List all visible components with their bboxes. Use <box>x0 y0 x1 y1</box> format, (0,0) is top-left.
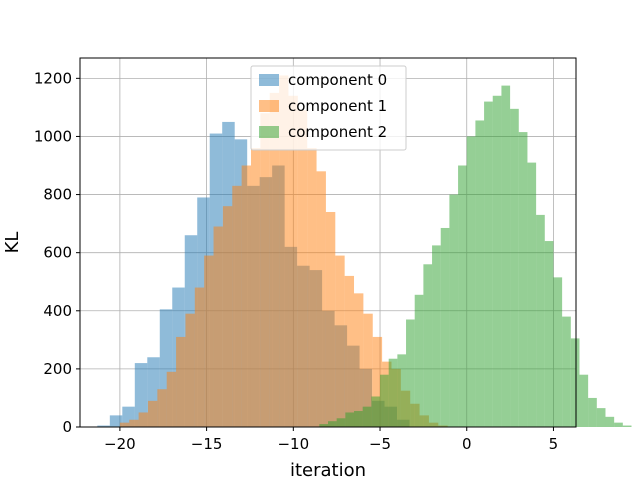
histogram-bar-series-1 <box>260 113 270 428</box>
histogram-bar-series-2 <box>562 316 571 427</box>
histogram-bar-series-2 <box>362 406 372 427</box>
y-tick-label: 600 <box>43 244 72 262</box>
histogram-bar-series-1 <box>129 419 139 427</box>
histogram-bar-series-2 <box>588 397 597 427</box>
histogram-bar-series-1 <box>213 226 223 427</box>
histogram-bar-series-1 <box>344 275 355 427</box>
histogram-bar-series-2 <box>319 424 328 427</box>
legend-label: component 2 <box>288 123 387 141</box>
histogram-bar-series-2 <box>527 162 537 427</box>
histogram-bar-series-2 <box>536 214 545 427</box>
histogram-bar-series-2 <box>492 95 502 427</box>
legend-label: component 1 <box>288 97 387 115</box>
histogram-bar-series-1 <box>297 110 308 428</box>
histogram-bar-series-2 <box>388 358 398 427</box>
histogram-bar-series-1 <box>316 171 326 427</box>
legend-label: component 0 <box>288 71 387 89</box>
histogram-bar-series-2 <box>596 408 606 427</box>
histogram-bar-series-1 <box>363 313 373 427</box>
legend-box <box>250 65 407 151</box>
legend-swatch <box>259 126 279 138</box>
legend: component 0 component 1 component 2 <box>250 65 407 151</box>
histogram-bar-series-0 <box>134 363 148 427</box>
histogram-bar-series-1 <box>185 313 195 427</box>
histogram-bar-series-2 <box>501 85 511 428</box>
histogram-bar-series-2 <box>510 108 519 427</box>
histogram-bar-series-2 <box>553 277 563 427</box>
histogram-bar-series-2 <box>328 421 337 427</box>
histogram-bar-series-2 <box>579 374 589 427</box>
histogram-bar-series-1 <box>232 185 242 427</box>
histogram-bar-series-2 <box>614 422 623 427</box>
legend-swatch <box>259 74 279 86</box>
x-tick-label: −10 <box>277 435 309 453</box>
histogram-bar-series-1 <box>241 165 251 427</box>
histogram-bar-series-2 <box>449 194 459 427</box>
histogram-bar-series-1 <box>325 211 336 427</box>
x-tick-label: −15 <box>191 435 223 453</box>
histogram-bar-series-1 <box>279 75 289 427</box>
histogram-bar-series-2 <box>475 120 485 427</box>
axis-ticks: −20 −15 −10 −5 0 5 0 200 400 600 800 1000 1200 <box>34 69 558 453</box>
histogram-bar-series-2 <box>605 416 615 427</box>
histogram-bar-series-2 <box>484 101 493 428</box>
legend-swatch <box>259 100 279 112</box>
histogram-bar-series-1 <box>307 148 317 427</box>
x-tick-label: −5 <box>369 435 391 453</box>
histogram-bar-series-2 <box>336 418 346 427</box>
x-tick-label: −20 <box>104 435 136 453</box>
histogram-bar-series-2 <box>622 425 632 427</box>
histogram-bar-series-2 <box>458 165 467 427</box>
y-tick-label: 800 <box>43 186 72 204</box>
histogram-bar-series-2 <box>354 411 363 427</box>
y-tick-label: 0 <box>62 418 72 436</box>
histogram-bar-series-1 <box>372 336 383 427</box>
histogram-bar-series-1 <box>222 206 233 427</box>
histogram-bar-series-0 <box>109 415 123 427</box>
y-tick-label: 200 <box>43 360 72 378</box>
histogram-bar-series-1 <box>269 92 280 427</box>
histogram-bar-series-1 <box>138 412 148 427</box>
histogram-bar-series-2 <box>432 245 441 427</box>
histogram-bar-series-2 <box>414 294 424 427</box>
histogram-bar-series-1 <box>288 95 298 427</box>
histogram-bar-series-2 <box>440 227 450 427</box>
histogram-bar-series-2 <box>544 241 554 427</box>
y-axis-label: KL <box>2 232 23 254</box>
histogram-bar-series-2 <box>466 136 476 427</box>
histogram-bar-series-2 <box>397 354 407 427</box>
histogram-bar-series-1 <box>119 422 130 427</box>
histogram-bar-series-2 <box>518 132 528 427</box>
x-axis-label: iteration <box>290 460 366 480</box>
histogram-bar-series-2 <box>371 396 381 427</box>
histogram-bar-series-1 <box>166 371 177 427</box>
histogram-bar-series-1 <box>204 255 214 427</box>
histogram-bar-series-0 <box>97 425 110 427</box>
histogram-bar-series-2 <box>345 412 355 427</box>
histogram-bar-series-1 <box>250 148 261 427</box>
histogram-bar-series-1 <box>157 389 167 427</box>
y-tick-label: 400 <box>43 302 72 320</box>
x-tick-label: 0 <box>462 435 472 453</box>
histogram-bar-series-1 <box>354 293 364 427</box>
histogram-bar-series-2 <box>570 338 580 427</box>
histogram-bars <box>97 75 632 428</box>
histogram-bar-series-1 <box>335 255 345 427</box>
histogram-bar-series-2 <box>380 374 389 427</box>
histogram-bar-series-1 <box>176 336 186 427</box>
histogram-bar-series-2 <box>406 319 415 427</box>
x-tick-label: 5 <box>549 435 559 453</box>
histogram-bar-series-1 <box>147 400 158 427</box>
y-tick-label: 1000 <box>34 127 72 145</box>
y-tick-label: 1200 <box>34 69 72 87</box>
histogram-bar-series-1 <box>194 287 205 427</box>
plot-frame <box>79 57 577 428</box>
histogram-bar-series-2 <box>423 264 433 427</box>
